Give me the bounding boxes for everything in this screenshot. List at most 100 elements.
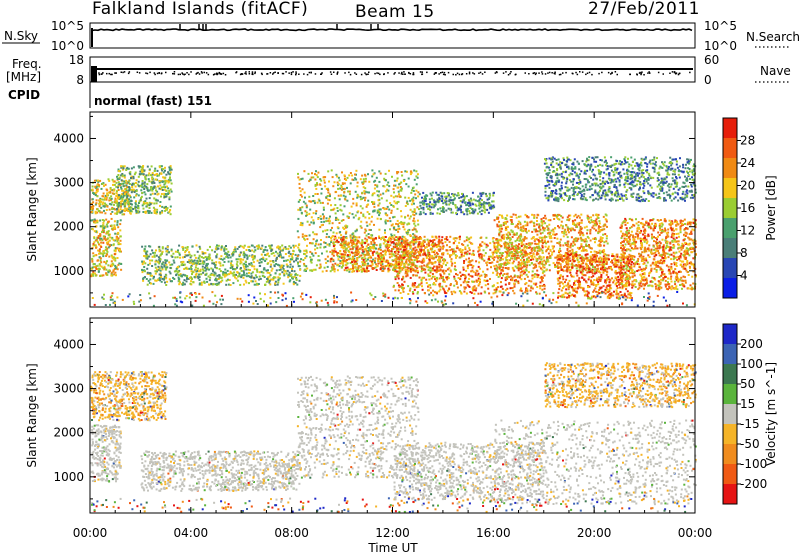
freq-tick-top: 18	[69, 53, 84, 67]
power-echo-mark	[161, 169, 164, 172]
power-echo-mark	[371, 268, 374, 270]
nave-dot	[579, 71, 581, 73]
power-echo-mark	[94, 274, 97, 277]
power-echo-mark	[115, 181, 118, 184]
power-echo-mark	[455, 273, 457, 275]
power-echo-mark	[173, 261, 176, 264]
power-echo-mark	[356, 185, 359, 188]
power-echo-mark	[161, 268, 164, 271]
power-echo-mark	[396, 272, 399, 275]
power-echo-mark	[508, 248, 511, 251]
power-echo-mark	[123, 174, 126, 177]
power-echo-mark	[289, 274, 292, 277]
nave-dot	[196, 72, 198, 74]
power-echo-mark	[398, 241, 401, 244]
power-echo-mark	[361, 264, 364, 267]
nave-dot	[281, 72, 284, 75]
power-echo-mark	[396, 243, 399, 246]
power-echo-mark	[409, 276, 412, 279]
power-echo-mark	[130, 206, 133, 209]
power-echo-mark	[374, 184, 377, 187]
power-echo-mark	[233, 273, 236, 276]
power-echo-mark	[495, 249, 498, 252]
power-echo-mark	[411, 200, 414, 203]
power-echo-mark	[531, 247, 534, 250]
power-echo-mark	[230, 272, 232, 275]
nave-dot	[364, 72, 366, 74]
power-echo-mark	[196, 262, 199, 265]
power-echo-mark	[206, 280, 209, 283]
power-echo-mark	[94, 194, 97, 197]
power-echo-mark	[131, 186, 134, 188]
power-echo-mark	[191, 263, 194, 266]
nave-dot	[669, 72, 671, 74]
power-echo-mark	[119, 249, 121, 251]
power-echo-mark	[388, 253, 391, 256]
power-echo-mark	[164, 209, 167, 212]
power-echo-mark	[400, 171, 403, 173]
power-echo-mark	[462, 254, 465, 257]
power-echo-mark	[90, 208, 93, 210]
power-echo-mark	[408, 261, 411, 264]
power-echo-mark	[468, 241, 471, 244]
power-echo-mark	[344, 198, 347, 201]
power-echo-mark	[559, 247, 561, 250]
power-echo-mark	[102, 195, 105, 198]
power-echo-mark	[150, 211, 153, 214]
power-echo-mark	[319, 178, 322, 181]
power-echo-mark	[485, 243, 488, 246]
power-echo-mark	[180, 264, 183, 267]
power-echo-mark	[107, 191, 110, 194]
power-echo-mark	[110, 260, 113, 263]
power-echo-mark	[504, 250, 507, 253]
power-echo-mark	[567, 231, 570, 234]
power-echo-mark	[108, 255, 111, 258]
power-echo-mark	[592, 237, 595, 240]
power-echo-mark	[346, 243, 349, 246]
power-echo-mark	[190, 270, 193, 273]
power-echo-mark	[423, 235, 426, 238]
power-echo-mark	[342, 259, 345, 262]
power-echo-mark	[534, 242, 537, 245]
power-echo-mark	[126, 207, 129, 210]
nave-dot	[441, 71, 444, 73]
power-echo-mark	[430, 277, 433, 280]
power-echo-mark	[434, 278, 436, 281]
power-echo-mark	[96, 264, 99, 267]
power-echo-mark	[415, 235, 418, 238]
power-echo-mark	[364, 242, 366, 244]
power-echo-mark	[433, 244, 436, 247]
power-echo-mark	[362, 260, 365, 263]
power-echo-mark	[433, 265, 436, 268]
power-echo-mark	[368, 213, 371, 215]
power-echo-mark	[393, 242, 395, 245]
power-echo-mark	[443, 280, 446, 283]
power-echo-mark	[328, 217, 331, 220]
power-echo-mark	[439, 264, 442, 267]
power-echo-mark	[465, 236, 468, 239]
power-echo-mark	[94, 221, 97, 224]
power-echo-mark	[352, 245, 355, 248]
power-echo-mark	[520, 251, 523, 253]
power-echo-mark	[364, 196, 367, 199]
power-echo-mark	[442, 275, 444, 278]
power-echo-mark	[92, 242, 95, 245]
power-echo-mark	[203, 281, 206, 284]
power-echo-mark	[347, 249, 350, 252]
power-echo-mark	[161, 266, 164, 269]
power-echo-mark	[158, 248, 161, 251]
power-echo-mark	[332, 243, 335, 246]
power-echo-mark	[269, 283, 272, 286]
power-echo-mark	[356, 262, 358, 265]
nave-dot	[502, 72, 505, 74]
power-echo-mark	[402, 249, 405, 252]
power-echo-mark	[92, 274, 95, 277]
power-echo-mark	[515, 244, 518, 247]
power-echo-mark	[345, 179, 348, 181]
power-echo-mark	[470, 236, 473, 239]
power-echo-mark	[383, 208, 386, 211]
power-echo-mark	[494, 248, 497, 251]
power-echo-mark	[437, 240, 440, 243]
power-echo-mark	[168, 261, 171, 264]
power-echo-mark	[198, 255, 201, 258]
